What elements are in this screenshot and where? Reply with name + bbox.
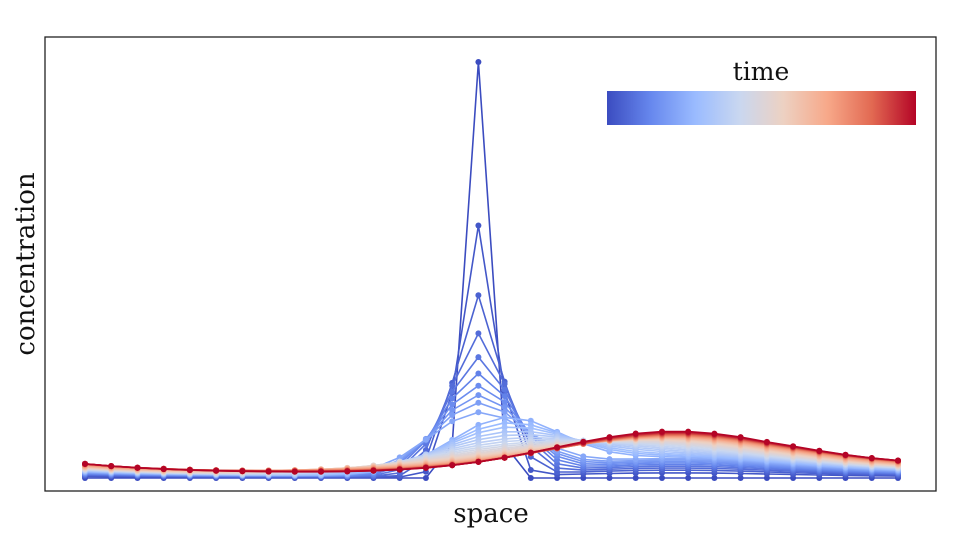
data-point [632,430,639,437]
data-point [711,430,718,437]
data-point [554,444,561,451]
data-point [816,447,823,454]
curves-layer [82,59,901,481]
data-point [475,392,482,399]
data-point [108,463,115,470]
data-point [370,467,377,474]
data-point [186,467,193,474]
series-line [84,430,899,473]
data-point [422,447,429,453]
data-point [291,468,298,475]
data-point [422,436,429,443]
data-point [895,457,901,464]
data-point [396,466,403,473]
data-point [554,465,561,472]
data-point [842,451,849,458]
data-point [475,421,482,428]
data-point [160,466,167,473]
data-point [475,330,482,337]
data-point [685,475,692,481]
data-point [475,409,482,416]
data-point [134,464,141,471]
data-point [475,292,482,299]
data-point [501,409,508,415]
data-point [396,454,403,461]
data-point [344,468,351,475]
data-point [449,382,456,389]
data-point [606,456,613,463]
data-point [449,395,456,402]
data-point [213,467,220,474]
series-line [84,401,899,477]
colorbar-legend: time [607,57,916,125]
data-point [475,354,482,361]
legend-title: time [733,57,790,86]
data-point [685,428,692,435]
data-point [449,462,456,469]
data-point [737,475,744,481]
data-point [501,381,508,387]
data-point [501,399,508,405]
data-point [82,460,88,467]
data-point [659,428,665,435]
data-point [580,453,587,460]
data-point [501,454,508,461]
data-point [501,424,508,431]
data-point [449,401,456,408]
data-point [501,414,508,421]
data-point [475,399,482,406]
x-axis-label: space [453,499,528,529]
data-point [422,475,429,481]
data-point [737,434,744,441]
data-point [606,475,613,481]
data-point [475,458,482,465]
data-point [422,464,429,471]
data-point [580,438,587,445]
plot-frame [44,36,937,492]
data-point [527,475,534,481]
data-point [449,388,456,395]
data-point [239,468,246,475]
data-point [475,222,482,229]
data-point [606,434,613,441]
data-point [527,449,534,456]
data-point [475,382,482,389]
data-point [449,407,456,414]
data-point [659,475,665,481]
data-point [318,468,324,475]
data-point [501,386,508,393]
data-point [527,467,534,473]
data-point [632,475,639,481]
data-point [449,418,456,425]
data-point [449,412,456,418]
data-point [265,468,272,475]
data-point [501,393,508,400]
data-point [763,438,770,445]
data-point [868,455,875,461]
y-axis-label: concentration [11,172,41,355]
data-point [475,59,482,65]
colorbar [607,91,916,125]
data-point [475,370,482,377]
data-point [711,475,718,481]
data-point [790,443,797,450]
data-point [501,419,508,426]
data-point [501,404,508,411]
